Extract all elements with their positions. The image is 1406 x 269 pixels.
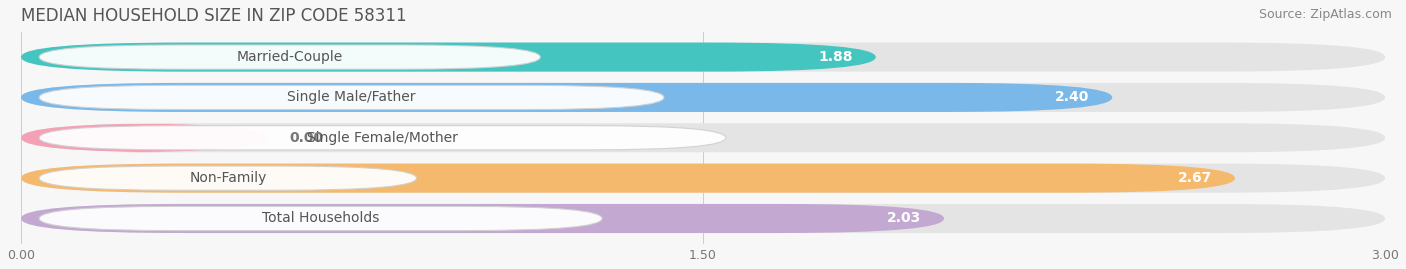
FancyBboxPatch shape: [21, 43, 876, 72]
Text: 1.88: 1.88: [818, 50, 853, 64]
Text: MEDIAN HOUSEHOLD SIZE IN ZIP CODE 58311: MEDIAN HOUSEHOLD SIZE IN ZIP CODE 58311: [21, 7, 406, 25]
FancyBboxPatch shape: [39, 45, 540, 69]
FancyBboxPatch shape: [39, 206, 602, 231]
FancyBboxPatch shape: [21, 164, 1385, 193]
Text: 2.40: 2.40: [1054, 90, 1090, 104]
Text: 2.67: 2.67: [1178, 171, 1212, 185]
Text: Total Households: Total Households: [262, 211, 380, 225]
Text: 2.03: 2.03: [887, 211, 921, 225]
FancyBboxPatch shape: [39, 85, 664, 109]
Text: Non-Family: Non-Family: [190, 171, 267, 185]
FancyBboxPatch shape: [39, 126, 725, 150]
FancyBboxPatch shape: [21, 204, 943, 233]
FancyBboxPatch shape: [21, 164, 1234, 193]
FancyBboxPatch shape: [39, 166, 416, 190]
Text: Married-Couple: Married-Couple: [236, 50, 343, 64]
Text: Single Female/Mother: Single Female/Mother: [307, 131, 458, 145]
FancyBboxPatch shape: [21, 83, 1385, 112]
FancyBboxPatch shape: [21, 204, 1385, 233]
Text: Source: ZipAtlas.com: Source: ZipAtlas.com: [1258, 8, 1392, 21]
FancyBboxPatch shape: [21, 83, 1112, 112]
Text: Single Male/Father: Single Male/Father: [287, 90, 416, 104]
FancyBboxPatch shape: [21, 43, 1385, 72]
Text: 0.00: 0.00: [290, 131, 323, 145]
FancyBboxPatch shape: [21, 123, 267, 152]
FancyBboxPatch shape: [21, 123, 1385, 152]
